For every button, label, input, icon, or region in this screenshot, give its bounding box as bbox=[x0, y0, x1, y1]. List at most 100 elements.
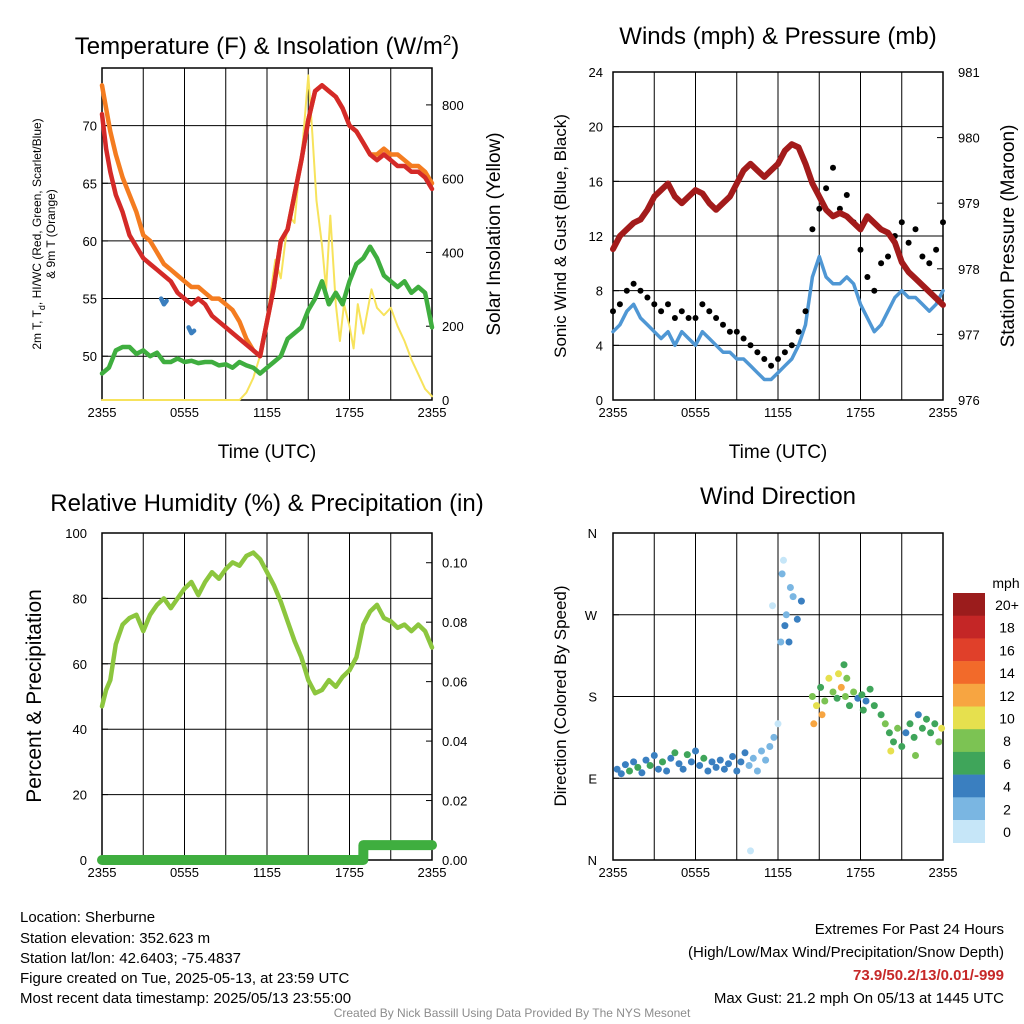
gust-point bbox=[905, 239, 912, 246]
legend-label: 8 bbox=[1003, 733, 1011, 749]
y-tick-label: N bbox=[588, 853, 597, 868]
gust-point bbox=[658, 308, 665, 315]
direction-point bbox=[821, 697, 829, 705]
gust-point bbox=[795, 328, 802, 335]
gust-point bbox=[940, 219, 946, 226]
footer-latlon: Station lat/lon: 42.6403; -75.4837 bbox=[20, 950, 242, 967]
direction-point bbox=[630, 758, 638, 766]
footer-recent: Most recent data timestamp: 2025/05/13 2… bbox=[20, 990, 352, 1007]
y2-tick-label: 800 bbox=[442, 98, 464, 113]
direction-point bbox=[817, 683, 825, 691]
chart-title: Wind Direction bbox=[700, 483, 856, 510]
x-tick-label: 1155 bbox=[764, 865, 792, 880]
x-tick-label: 2355 bbox=[599, 405, 628, 420]
y-axis-label-part: 2m T, T bbox=[30, 309, 44, 349]
y-tick-label: 8 bbox=[596, 284, 603, 299]
footer-elevation: Station elevation: 352.623 m bbox=[20, 930, 211, 947]
x-tick-label: 1155 bbox=[764, 405, 792, 420]
direction-point bbox=[667, 754, 675, 762]
direction-point bbox=[621, 761, 629, 769]
x-tick-label: 0555 bbox=[681, 865, 710, 880]
direction-point bbox=[881, 720, 889, 728]
direction-point bbox=[650, 752, 658, 759]
direction-point bbox=[745, 762, 753, 769]
direction-point bbox=[737, 758, 745, 766]
x-tick-label: 2355 bbox=[88, 865, 117, 880]
direction-point bbox=[762, 756, 770, 764]
legend-label: 6 bbox=[1003, 756, 1011, 772]
direction-point bbox=[679, 765, 687, 773]
direction-point bbox=[918, 724, 926, 732]
gust-point bbox=[857, 246, 864, 253]
direction-point bbox=[700, 754, 708, 762]
sonic-wind-line bbox=[611, 254, 945, 382]
direction-point bbox=[780, 556, 787, 564]
legend-swatch bbox=[953, 820, 985, 843]
y-tick-label: 16 bbox=[589, 174, 603, 189]
legend-swatch bbox=[953, 661, 985, 685]
gust-point bbox=[747, 342, 754, 349]
chart-humidity: 2355 0555 1155 1755 23550204060801000.000.02… bbox=[23, 490, 484, 880]
credit: Created By Nick Bassill Using Data Provi… bbox=[333, 1006, 691, 1020]
legend-swatch bbox=[953, 615, 985, 639]
legend-label: 12 bbox=[999, 688, 1015, 704]
direction-point bbox=[927, 729, 935, 737]
y2-tick-label: 0.00 bbox=[442, 853, 467, 868]
y-tick-label: N bbox=[588, 526, 597, 541]
y-tick-label: E bbox=[588, 771, 597, 786]
direction-point bbox=[810, 720, 818, 728]
y-tick-label: 40 bbox=[73, 722, 87, 737]
direction-point bbox=[808, 693, 816, 700]
direction-point bbox=[843, 674, 851, 682]
gust-point bbox=[871, 287, 878, 294]
x-tick-label: 1155 bbox=[253, 405, 281, 420]
chart-title: Relative Humidity (%) & Precipitation (i… bbox=[50, 490, 483, 517]
y-axis-label: Direction (Colored By Speed) bbox=[551, 585, 570, 806]
direction-point bbox=[813, 702, 820, 710]
direction-point bbox=[846, 702, 853, 710]
x-tick-label: 0555 bbox=[170, 405, 199, 420]
gust-point bbox=[740, 335, 747, 342]
direction-point bbox=[923, 715, 930, 723]
y-tick-label: 80 bbox=[73, 591, 87, 606]
direction-point bbox=[837, 683, 845, 691]
y-axis-label: 2m T, Td, HI/WC (Red, Green, Scarlet/Blu… bbox=[30, 118, 47, 349]
legend-label: 14 bbox=[999, 665, 1015, 681]
y-tick-label: 4 bbox=[596, 338, 603, 353]
gust-point bbox=[830, 164, 836, 171]
wind-chill-segment bbox=[158, 296, 169, 307]
direction-point bbox=[753, 767, 761, 775]
legend-label: 4 bbox=[1003, 779, 1011, 795]
chart-title: Temperature (F) & Insolation (W/m2) bbox=[75, 32, 459, 60]
direction-point bbox=[782, 611, 790, 619]
legend-label: 10 bbox=[999, 711, 1015, 727]
gust-point bbox=[671, 315, 678, 321]
gust-point bbox=[692, 315, 699, 321]
direction-point bbox=[862, 697, 870, 705]
y2-tick-label: 979 bbox=[958, 196, 980, 211]
legend-swatch bbox=[953, 774, 985, 798]
wind-chill-segment bbox=[186, 325, 197, 336]
y-tick-label: 20 bbox=[73, 788, 87, 803]
direction-point bbox=[789, 593, 797, 601]
direction-point bbox=[781, 622, 789, 630]
gust-point bbox=[706, 308, 713, 315]
direction-point bbox=[663, 767, 671, 775]
y-tick-label: 20 bbox=[589, 120, 603, 135]
x-tick-label: 0555 bbox=[681, 405, 710, 420]
x-tick-label: 2355 bbox=[418, 865, 447, 880]
direction-point bbox=[866, 685, 874, 693]
direction-point bbox=[712, 763, 720, 771]
y2-tick-label: 0 bbox=[442, 393, 449, 408]
direction-point bbox=[654, 765, 662, 773]
y2-tick-label: 981 bbox=[958, 65, 980, 80]
direction-point bbox=[646, 762, 654, 769]
direction-point bbox=[777, 638, 785, 646]
direction-point bbox=[733, 767, 741, 775]
direction-point bbox=[829, 688, 837, 696]
direction-point bbox=[931, 720, 939, 728]
y-tick-label: 24 bbox=[589, 65, 603, 80]
y2-axis-label: Station Pressure (Maroon) bbox=[998, 125, 1019, 348]
temp-2m-line bbox=[99, 83, 435, 359]
direction-point bbox=[774, 720, 782, 728]
